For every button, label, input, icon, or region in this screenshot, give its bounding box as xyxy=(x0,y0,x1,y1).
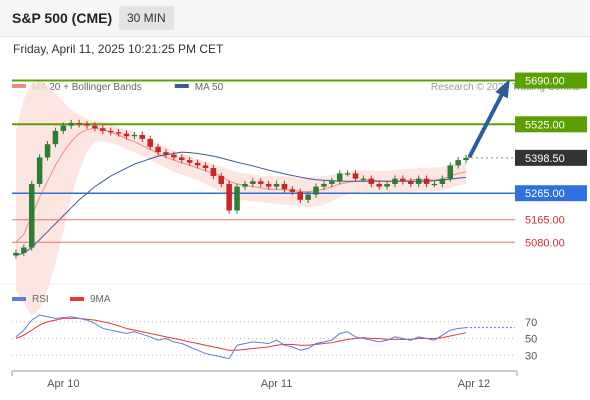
candle-body-0 xyxy=(13,252,19,256)
candle-body-11 xyxy=(100,128,106,131)
level-5165-00-label: 5165.00 xyxy=(525,215,565,227)
candle-body-23 xyxy=(194,162,201,166)
target-arrow-head xyxy=(495,79,510,99)
candle-body-41 xyxy=(336,173,343,182)
candle-body-17 xyxy=(147,138,153,147)
candle-body-19 xyxy=(163,152,169,155)
level-5080-00-label: 5080.00 xyxy=(525,237,565,249)
timestamp: Friday, April 11, 2025 10:21:25 PM CET xyxy=(13,42,224,56)
level-5398-50-tag xyxy=(515,149,587,166)
target-arrow-shaft xyxy=(468,82,509,158)
x-tick-apr-12: Apr 12 xyxy=(458,378,490,390)
candle-body-52 xyxy=(423,178,430,184)
candle-body-12 xyxy=(107,130,114,133)
level-5690-00-tag xyxy=(515,72,587,89)
candle-body-1 xyxy=(21,247,27,253)
candle-body-55 xyxy=(447,165,454,179)
candle-body-51 xyxy=(415,178,422,184)
rsi-legend: RSI 9MA xyxy=(12,294,111,305)
rsi-ma-line xyxy=(15,317,467,351)
candle-body-42 xyxy=(344,173,351,175)
candle-body-14 xyxy=(123,133,130,137)
level-5525-00-tag xyxy=(515,116,587,133)
symbol-title: S&P 500 (CME) xyxy=(12,10,113,26)
candles xyxy=(13,119,469,259)
candle-body-25 xyxy=(210,168,217,176)
price-legend: MA 20 + Bollinger Bands MA 50 xyxy=(12,82,224,93)
candle-body-44 xyxy=(360,178,367,180)
candle-body-36 xyxy=(297,191,303,200)
candle-body-2 xyxy=(28,183,35,248)
level-5265-00-tag xyxy=(515,185,587,202)
candle-body-6 xyxy=(60,125,67,131)
candle-body-30 xyxy=(250,181,256,184)
candle-body-18 xyxy=(155,146,161,153)
candle-body-35 xyxy=(289,189,296,192)
candle-body-13 xyxy=(115,132,122,134)
candle-body-29 xyxy=(242,183,248,187)
candle-body-54 xyxy=(439,178,446,184)
candle-body-8 xyxy=(76,122,82,125)
candle-body-45 xyxy=(368,178,375,184)
candle-body-10 xyxy=(92,125,98,129)
legend-label-0: MA 20 + Bollinger Bands xyxy=(32,82,142,93)
candle-body-4 xyxy=(44,144,51,158)
candle-body-5 xyxy=(52,130,59,145)
candle-body-50 xyxy=(408,181,414,184)
legend-swatch-1 xyxy=(174,84,189,88)
candle-body-22 xyxy=(186,160,193,163)
candle-body-27 xyxy=(226,183,232,211)
candle-body-9 xyxy=(84,124,90,126)
candle-body-16 xyxy=(139,134,146,139)
candle-body-43 xyxy=(352,173,359,179)
candle-body-28 xyxy=(234,186,240,211)
candle-body-24 xyxy=(202,165,209,169)
rsi-line xyxy=(15,314,467,360)
candle-body-47 xyxy=(384,183,390,187)
candle-body-57 xyxy=(463,157,469,161)
candle-body-7 xyxy=(68,122,74,126)
rsi-legend-swatch-1 xyxy=(70,297,84,301)
level-5690-00-label: 5690.00 xyxy=(525,76,565,88)
candle-body-38 xyxy=(313,186,319,195)
candle-body-37 xyxy=(305,194,311,200)
ma50-line xyxy=(15,151,467,257)
level-5525-00-label: 5525.00 xyxy=(525,119,565,131)
rsi-legend-label-0: RSI xyxy=(32,294,49,305)
candle-body-40 xyxy=(329,181,335,184)
x-tick-apr-11: Apr 11 xyxy=(261,378,293,390)
candle-body-31 xyxy=(257,181,264,184)
level-5265-00-label: 5265.00 xyxy=(525,188,565,200)
candle-body-56 xyxy=(455,160,461,166)
candle-body-3 xyxy=(36,157,43,184)
level-5398-50-label: 5398.50 xyxy=(525,153,565,165)
rsi-legend-swatch-0 xyxy=(12,297,26,301)
legend-label-1: MA 50 xyxy=(195,82,224,93)
candle-body-21 xyxy=(179,157,185,161)
rsi-tick-50: 50 xyxy=(525,334,537,346)
candle-body-20 xyxy=(171,154,177,158)
candle-body-48 xyxy=(392,178,398,184)
bollinger-band xyxy=(15,80,467,317)
rsi-tick-70: 70 xyxy=(525,317,537,329)
candle-body-34 xyxy=(281,183,288,190)
candle-body-32 xyxy=(265,183,272,187)
candle-body-39 xyxy=(321,183,327,187)
rsi-legend-label-1: 9MA xyxy=(90,294,111,305)
timeframe-badge[interactable]: 30 MIN xyxy=(119,6,174,30)
candle-body-49 xyxy=(400,178,406,182)
candle-body-26 xyxy=(218,176,225,184)
chart-header: S&P 500 (CME) 30 MIN xyxy=(0,0,590,37)
candle-body-53 xyxy=(431,183,438,186)
rsi-tick-30: 30 xyxy=(525,350,537,362)
x-tick-apr-10: Apr 10 xyxy=(47,378,79,390)
candle-body-33 xyxy=(273,183,280,187)
legend-swatch-0 xyxy=(12,84,26,88)
candle-body-15 xyxy=(131,134,138,137)
candle-body-46 xyxy=(376,183,382,187)
